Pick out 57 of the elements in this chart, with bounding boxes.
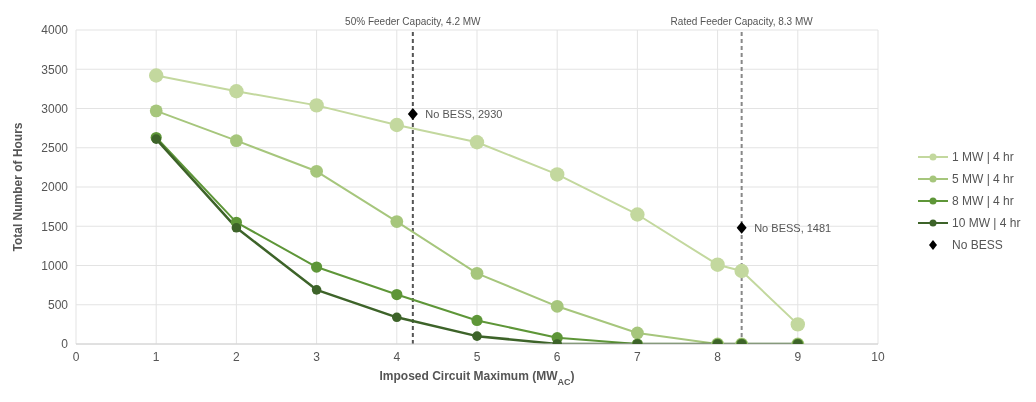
point: [309, 98, 324, 113]
legend-label: 1 MW | 4 hr: [952, 150, 1014, 164]
point: [392, 312, 402, 323]
data-label: No BESS, 2930: [425, 107, 503, 120]
point: [231, 223, 242, 233]
point: [736, 221, 747, 234]
point: [734, 263, 749, 279]
point: [149, 68, 164, 83]
point: [390, 215, 404, 228]
point: [470, 266, 484, 280]
point: [472, 331, 482, 341]
legend-label: 8 MW | 4 hr: [952, 194, 1014, 208]
y-axis-title: Total Number of Hours: [11, 122, 26, 252]
y-tick-label: 1500: [41, 219, 69, 234]
ref-line-label: 50% Feeder Capacity, 4.2 MW: [345, 16, 482, 27]
x-tick-label: 8: [714, 349, 722, 364]
x-axis-title: Imposed Circuit Maximum (MW$_{AC}$): [379, 369, 575, 387]
y-tick-label: 3500: [41, 62, 69, 77]
x-tick-label: 3: [313, 349, 321, 364]
point: [311, 261, 323, 273]
ref-line-label: Rated Feeder Capacity, 8.3 MW: [670, 16, 814, 27]
point: [311, 285, 322, 295]
x-tick-label: 6: [553, 349, 561, 364]
y-tick-label: 500: [47, 298, 69, 313]
y-tick-label: 0: [61, 337, 69, 352]
point: [407, 107, 418, 120]
data-label: No BESS, 1481: [754, 221, 832, 234]
legend-label: 10 MW | 4 hr: [952, 216, 1021, 230]
point: [790, 317, 805, 332]
x-tick-label: 10: [871, 349, 885, 364]
point: [230, 134, 243, 148]
point: [229, 84, 244, 99]
point: [469, 135, 485, 150]
x-tick-label: 4: [393, 349, 401, 364]
y-tick-label: 3000: [41, 101, 69, 116]
point: [630, 207, 645, 222]
x-tick-label: 0: [72, 349, 80, 364]
point: [550, 167, 565, 182]
x-tick-label: 1: [152, 349, 160, 364]
point: [710, 257, 725, 272]
legend-label: No BESS: [952, 238, 1003, 252]
x-tick-label: 5: [473, 349, 481, 364]
x-tick-label: 2: [233, 349, 241, 364]
point: [389, 117, 404, 133]
point: [471, 314, 483, 327]
y-tick-label: 2500: [41, 141, 69, 156]
x-tick-label: 7: [634, 349, 642, 364]
legend-label: 5 MW | 4 hr: [952, 172, 1014, 186]
y-tick-label: 1000: [41, 258, 69, 273]
x-tick-label: 9: [794, 349, 802, 364]
point: [310, 164, 323, 178]
point: [631, 326, 644, 340]
point: [550, 299, 564, 313]
point: [391, 288, 403, 301]
y-tick-label: 4000: [41, 23, 69, 38]
y-tick-label: 2000: [41, 180, 69, 195]
point: [149, 104, 163, 118]
